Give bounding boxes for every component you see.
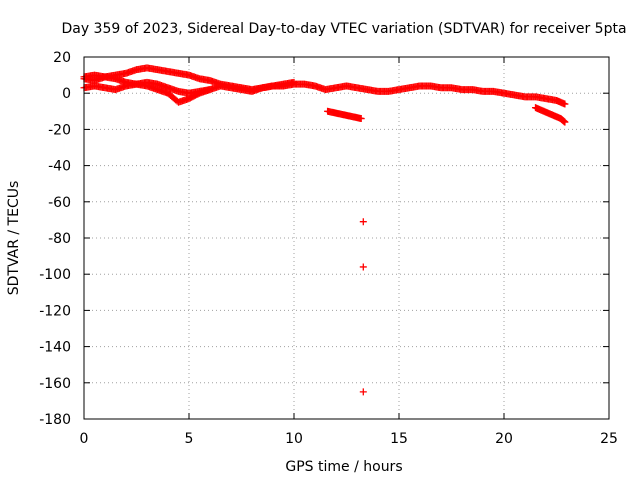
- x-tick-label: 25: [600, 431, 618, 447]
- x-tick-labels: 0 5 10 15 20 25: [80, 431, 618, 447]
- data-point: [206, 86, 214, 94]
- x-tick-label: 5: [185, 431, 194, 447]
- data-point: [561, 100, 569, 108]
- data-point: [561, 118, 569, 126]
- x-tick-label: 20: [495, 431, 513, 447]
- y-tick-label: -140: [39, 340, 71, 356]
- data-points: [80, 64, 569, 396]
- y-tick-label: -20: [48, 122, 71, 138]
- y-tick-label: 20: [53, 50, 71, 66]
- data-point: [359, 388, 367, 396]
- y-tick-labels: 20 0 -20 -40 -60 -80 -100 -120 -140 -160 -180: [39, 50, 71, 428]
- x-tick-label: 0: [80, 431, 89, 447]
- y-tick-label: -80: [48, 231, 71, 247]
- x-tick-label: 10: [285, 431, 303, 447]
- grid: [84, 57, 609, 419]
- chart-title: Day 359 of 2023, Sidereal Day-to-day VTE…: [61, 21, 626, 37]
- data-point: [290, 78, 298, 86]
- y-tick-label: -120: [39, 303, 71, 319]
- y-tick-label: -40: [48, 159, 71, 175]
- data-point: [359, 218, 367, 226]
- ticks: [83, 56, 610, 420]
- y-tick-label: -160: [39, 376, 71, 392]
- y-tick-label: -100: [39, 267, 71, 283]
- data-point: [357, 115, 365, 123]
- y-tick-label: 0: [62, 86, 71, 102]
- y-axis-title: SDTVAR / TECUs: [6, 181, 22, 296]
- x-axis-title: GPS time / hours: [285, 459, 402, 475]
- y-tick-label: -180: [39, 412, 71, 428]
- x-tick-label: 15: [390, 431, 408, 447]
- y-tick-label: -60: [48, 195, 71, 211]
- data-point: [359, 263, 367, 271]
